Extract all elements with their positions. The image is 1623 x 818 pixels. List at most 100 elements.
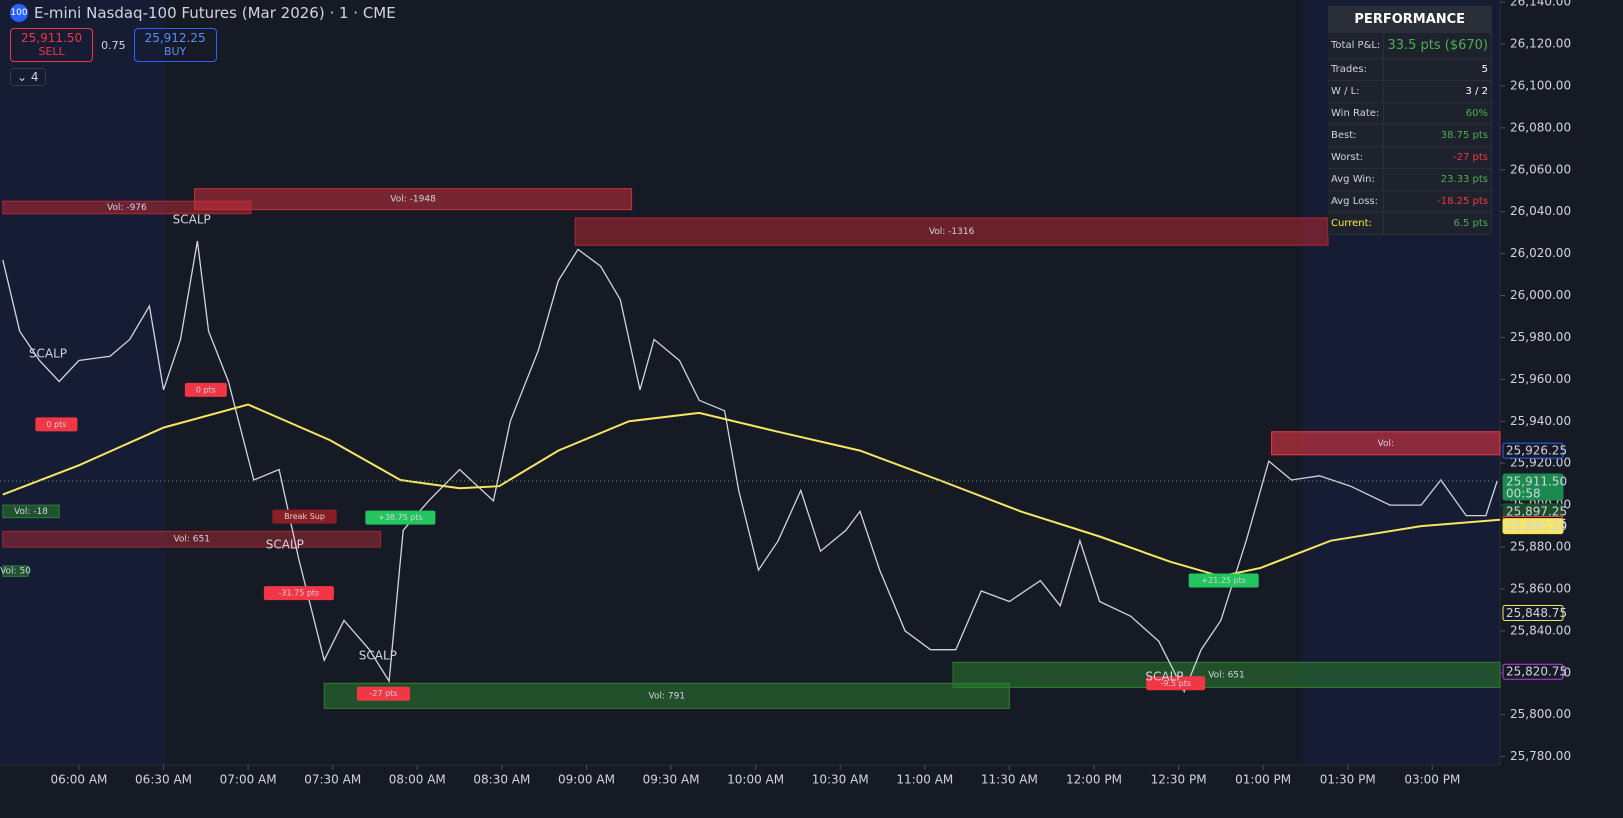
perf-label: Worst: xyxy=(1328,146,1385,169)
price-badge-sub: 00:58 xyxy=(1506,487,1541,501)
performance-title: PERFORMANCE xyxy=(1328,6,1492,33)
y-tick-label: 25,800.00 xyxy=(1510,707,1571,721)
zone-label: Vol: 651 xyxy=(1208,670,1245,680)
sell-button[interactable]: 25,911.50 SELL xyxy=(10,28,94,62)
y-tick-label: 25,840.00 xyxy=(1510,623,1571,637)
price-badge xyxy=(1502,605,1564,622)
signal-label: SCALP xyxy=(173,213,211,227)
perf-label: Current: xyxy=(1328,212,1385,235)
perf-row: Trades: 5 xyxy=(1328,58,1492,81)
zone-label: Vol: xyxy=(1378,439,1395,449)
perf-value: 3 / 2 xyxy=(1383,80,1492,103)
y-tick-label: 26,120.00 xyxy=(1510,37,1571,51)
trade-marker xyxy=(365,510,436,525)
zone-label: Vol: -18 xyxy=(14,507,48,517)
y-tick-label: 25,880.00 xyxy=(1510,540,1571,554)
price-badge-label: 25,926.25 xyxy=(1506,444,1567,458)
trade-marker xyxy=(184,382,227,397)
trade-marker xyxy=(1146,676,1206,691)
performance-table: PERFORMANCE Total P&L: 33.5 pts ($670) Tra… xyxy=(1328,6,1492,235)
price-badge-label: 25,820.75 xyxy=(1506,665,1567,679)
y-tick-label: 25,980.00 xyxy=(1510,330,1571,344)
perf-row: Win Rate: 60% xyxy=(1328,102,1492,125)
sell-price: 25,911.50 xyxy=(21,31,83,45)
spread: 0.75 xyxy=(101,38,126,52)
price-badge xyxy=(1502,442,1564,459)
zone-label: Vol: 791 xyxy=(649,691,686,701)
perf-label: Win Rate: xyxy=(1328,102,1385,125)
price-badge-label: 25,897.25 xyxy=(1506,504,1567,518)
symbol-title: E-mini Nasdaq-100 Futures (Mar 2026) · 1… xyxy=(34,4,396,22)
trade-marker xyxy=(272,509,337,524)
perf-value: 60% xyxy=(1383,102,1492,125)
buy-button[interactable]: 25,912.25 BUY xyxy=(133,28,217,62)
x-tick-label: 09:30 AM xyxy=(643,773,700,787)
perf-value: -27 pts xyxy=(1383,146,1492,169)
signal-label: SCALP xyxy=(266,537,304,551)
trade-label: -31.75 pts xyxy=(279,589,320,598)
price-badge-label: 25,911.50 xyxy=(1506,475,1567,489)
sell-label: SELL xyxy=(38,45,65,58)
volume-zone xyxy=(952,661,1501,688)
x-tick-label: 08:30 AM xyxy=(473,773,530,787)
y-tick-label: 26,080.00 xyxy=(1510,120,1571,134)
price-badge xyxy=(1502,473,1564,501)
x-tick-label: 12:00 PM xyxy=(1066,773,1122,787)
volume-zone xyxy=(1271,431,1501,456)
signal-label: SCALP xyxy=(1145,669,1183,683)
signal-label: SCALP xyxy=(359,649,397,663)
x-tick-label: 01:30 PM xyxy=(1320,773,1376,787)
y-tick-label: 26,060.00 xyxy=(1510,162,1571,176)
symbol-badge: 100 xyxy=(10,4,28,22)
x-tick-label: 06:30 AM xyxy=(135,773,192,787)
price-badge xyxy=(1502,663,1564,680)
perf-row: Best: 38.75 pts xyxy=(1328,124,1492,147)
volume-zone xyxy=(194,188,633,211)
y-tick-label: 25,920.00 xyxy=(1510,456,1571,470)
zone-label: Vol: 50 xyxy=(0,567,31,577)
y-tick-label: 26,040.00 xyxy=(1510,204,1571,218)
y-tick-label: 26,140.00 xyxy=(1510,0,1571,9)
session-shade xyxy=(0,0,165,765)
zone-label: Vol: 651 xyxy=(173,535,210,545)
trade-label: 0 pts xyxy=(196,385,216,394)
indicator-toggle[interactable]: ⌄ 4 xyxy=(10,68,46,86)
perf-label: Trades: xyxy=(1328,58,1385,81)
zone-label: Vol: -1948 xyxy=(390,195,436,205)
y-tick-label: 26,020.00 xyxy=(1510,246,1571,260)
perf-row: Avg Loss: -18.25 pts xyxy=(1328,190,1492,213)
volume-zone xyxy=(2,530,382,548)
price-badge xyxy=(1502,518,1564,535)
perf-value: -18.25 pts xyxy=(1383,190,1492,213)
trade-marker xyxy=(1188,573,1259,588)
header: 100 E-mini Nasdaq-100 Futures (Mar 2026) … xyxy=(10,4,396,22)
zone-label: Vol: -976 xyxy=(107,203,147,213)
y-tick-label: 26,100.00 xyxy=(1510,78,1571,92)
perf-value: 23.33 pts xyxy=(1383,168,1492,191)
y-tick-label: 25,940.00 xyxy=(1510,414,1571,428)
trade-label: +38.75 pts xyxy=(378,513,423,522)
trade-label: -9.5 pts xyxy=(1160,679,1191,688)
y-tick-label: 25,860.00 xyxy=(1510,581,1571,595)
perf-row: Avg Win: 23.33 pts xyxy=(1328,168,1492,191)
x-tick-label: 03:00 PM xyxy=(1404,773,1460,787)
volume-zone xyxy=(323,682,1010,709)
volume-zone xyxy=(574,217,1329,246)
perf-label: W / L: xyxy=(1328,80,1385,103)
x-tick-label: 08:00 AM xyxy=(389,773,446,787)
price-badge-label: 25,848.75 xyxy=(1506,606,1567,620)
trade-label: -27 pts xyxy=(369,689,397,698)
perf-row: Total P&L: 33.5 pts ($670) xyxy=(1328,33,1492,59)
indicator-count: 4 xyxy=(30,70,39,84)
volume-zone xyxy=(2,504,60,519)
trade-label: 0 pts xyxy=(46,420,66,429)
x-tick-label: 11:00 AM xyxy=(896,773,953,787)
trade-marker xyxy=(35,417,78,432)
x-tick-label: 09:00 AM xyxy=(558,773,615,787)
buy-label: BUY xyxy=(163,45,187,58)
perf-value: 5 xyxy=(1383,58,1492,81)
perf-value: 38.75 pts xyxy=(1383,124,1492,147)
perf-row: W / L: 3 / 2 xyxy=(1328,80,1492,103)
perf-row: Current: 6.5 pts xyxy=(1328,212,1492,235)
